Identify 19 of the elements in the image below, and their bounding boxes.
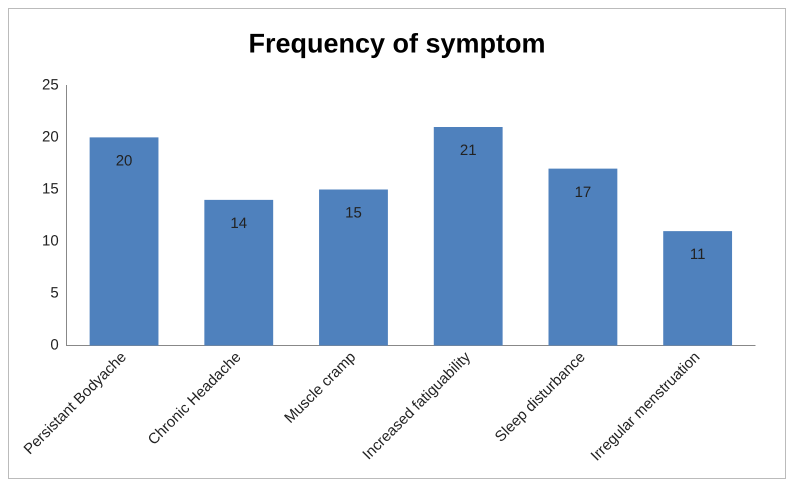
data-label: 17 <box>574 184 592 201</box>
data-label: 21 <box>460 142 477 160</box>
y-tick-label: 10 <box>42 232 59 250</box>
bar <box>319 189 388 346</box>
data-label: 20 <box>116 152 132 170</box>
y-tick-label: 25 <box>42 76 59 94</box>
bar <box>663 231 732 346</box>
data-label: 15 <box>345 204 362 222</box>
chart-title: Frequency of symptom <box>248 28 546 59</box>
y-tick-label: 20 <box>42 128 59 146</box>
data-label: 11 <box>690 246 706 264</box>
y-tick-label: 5 <box>50 284 59 302</box>
y-tick-label: 0 <box>50 336 59 354</box>
bar <box>434 127 503 346</box>
y-tick-label: 15 <box>42 180 59 198</box>
bar <box>204 200 274 346</box>
data-label: 14 <box>230 214 248 232</box>
bar <box>548 168 618 346</box>
bar <box>90 137 158 346</box>
